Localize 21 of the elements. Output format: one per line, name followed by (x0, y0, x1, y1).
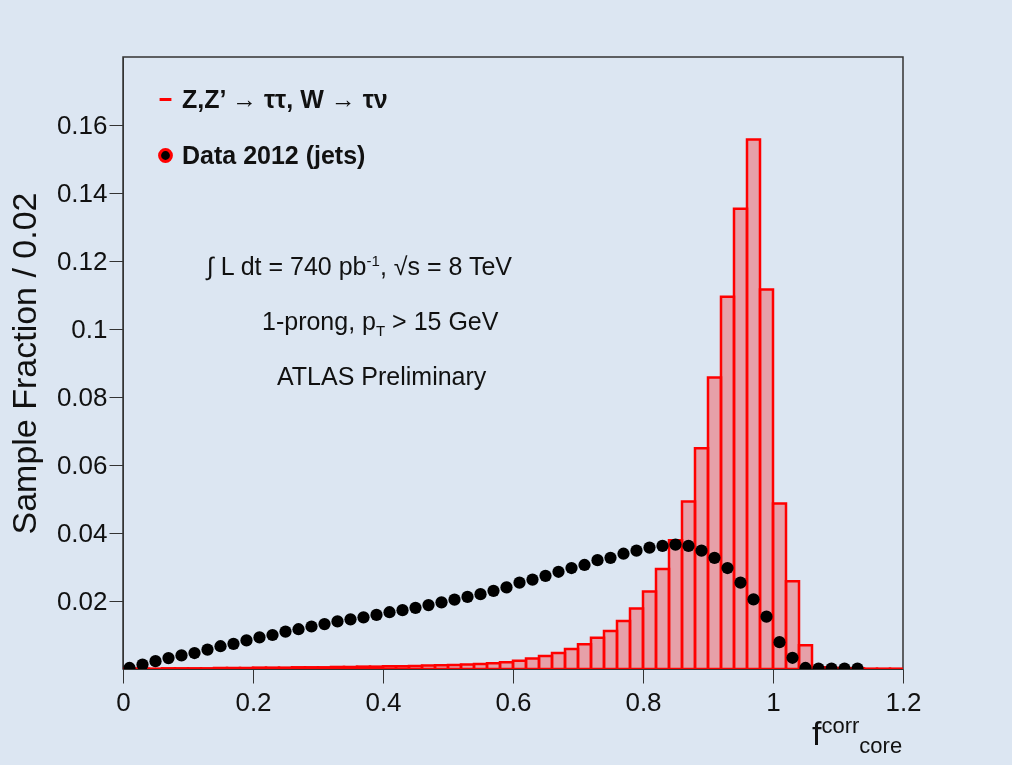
x-tick-label: 0 (116, 686, 131, 717)
y-tick-label: 0.14 (56, 177, 108, 208)
y-tick-label: 0.12 (56, 245, 108, 276)
y-tick-label: 0.06 (56, 449, 108, 480)
x-tick-label: 0.2 (235, 686, 272, 717)
y-tick-label: 0.08 (56, 381, 108, 412)
x-tick-label: 1 (766, 686, 781, 717)
y-tick-label: 0.16 (56, 109, 108, 140)
x-tick-label: 1.2 (885, 686, 922, 717)
y-tick-label: 0.04 (56, 517, 108, 548)
y-axis-title: Sample Fraction / 0.02 (4, 192, 43, 535)
y-tick-label: 0.1 (71, 313, 108, 344)
legend-label: Z,Z’ → ττ, W → τν (182, 84, 388, 113)
y-tick-label: 0.02 (56, 585, 108, 616)
x-tick-label: 0.6 (495, 686, 532, 717)
annotation: 1-prong, p$_{T}$ > 15 GeV (262, 307, 499, 339)
x-tick-label: 0.4 (365, 686, 402, 717)
annotation: ATLAS Preliminary (277, 362, 487, 391)
legend-label: Data 2012 (jets) (182, 140, 366, 169)
annotation: ∫ L dt = 740 pb$^{-1}$, √s = 8 TeV (207, 252, 512, 282)
x-tick-label: 0.8 (625, 686, 662, 717)
